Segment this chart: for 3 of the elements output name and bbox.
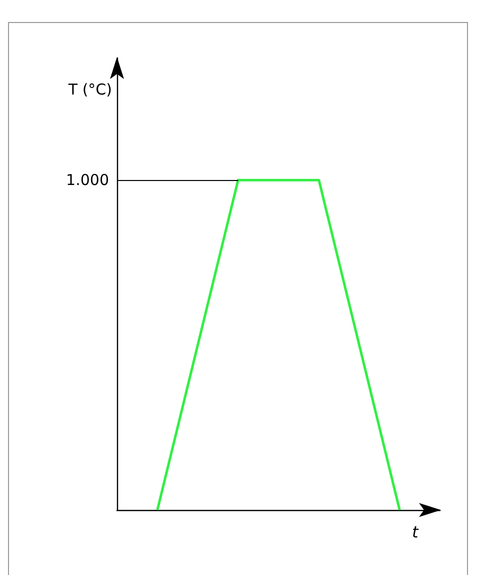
x-axis-title: t: [412, 522, 419, 542]
ref-line-label: 1.000: [66, 171, 109, 190]
text: T (°C): [67, 80, 112, 98]
